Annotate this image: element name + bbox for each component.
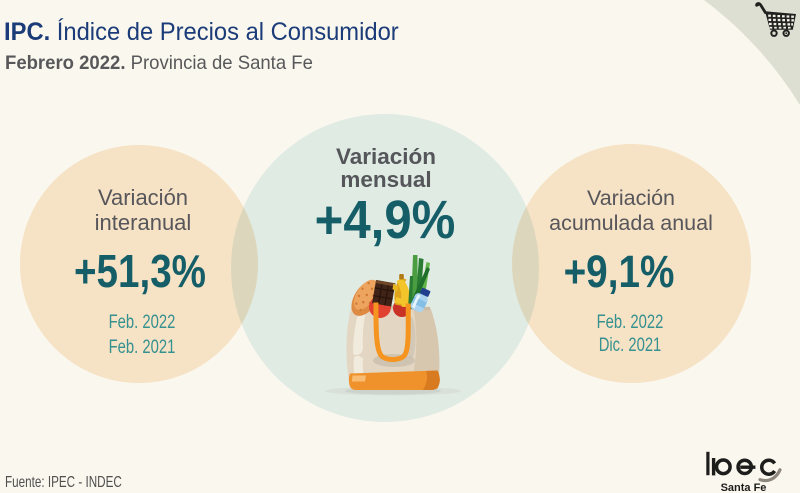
- svg-text:Santa Fe: Santa Fe: [721, 482, 767, 492]
